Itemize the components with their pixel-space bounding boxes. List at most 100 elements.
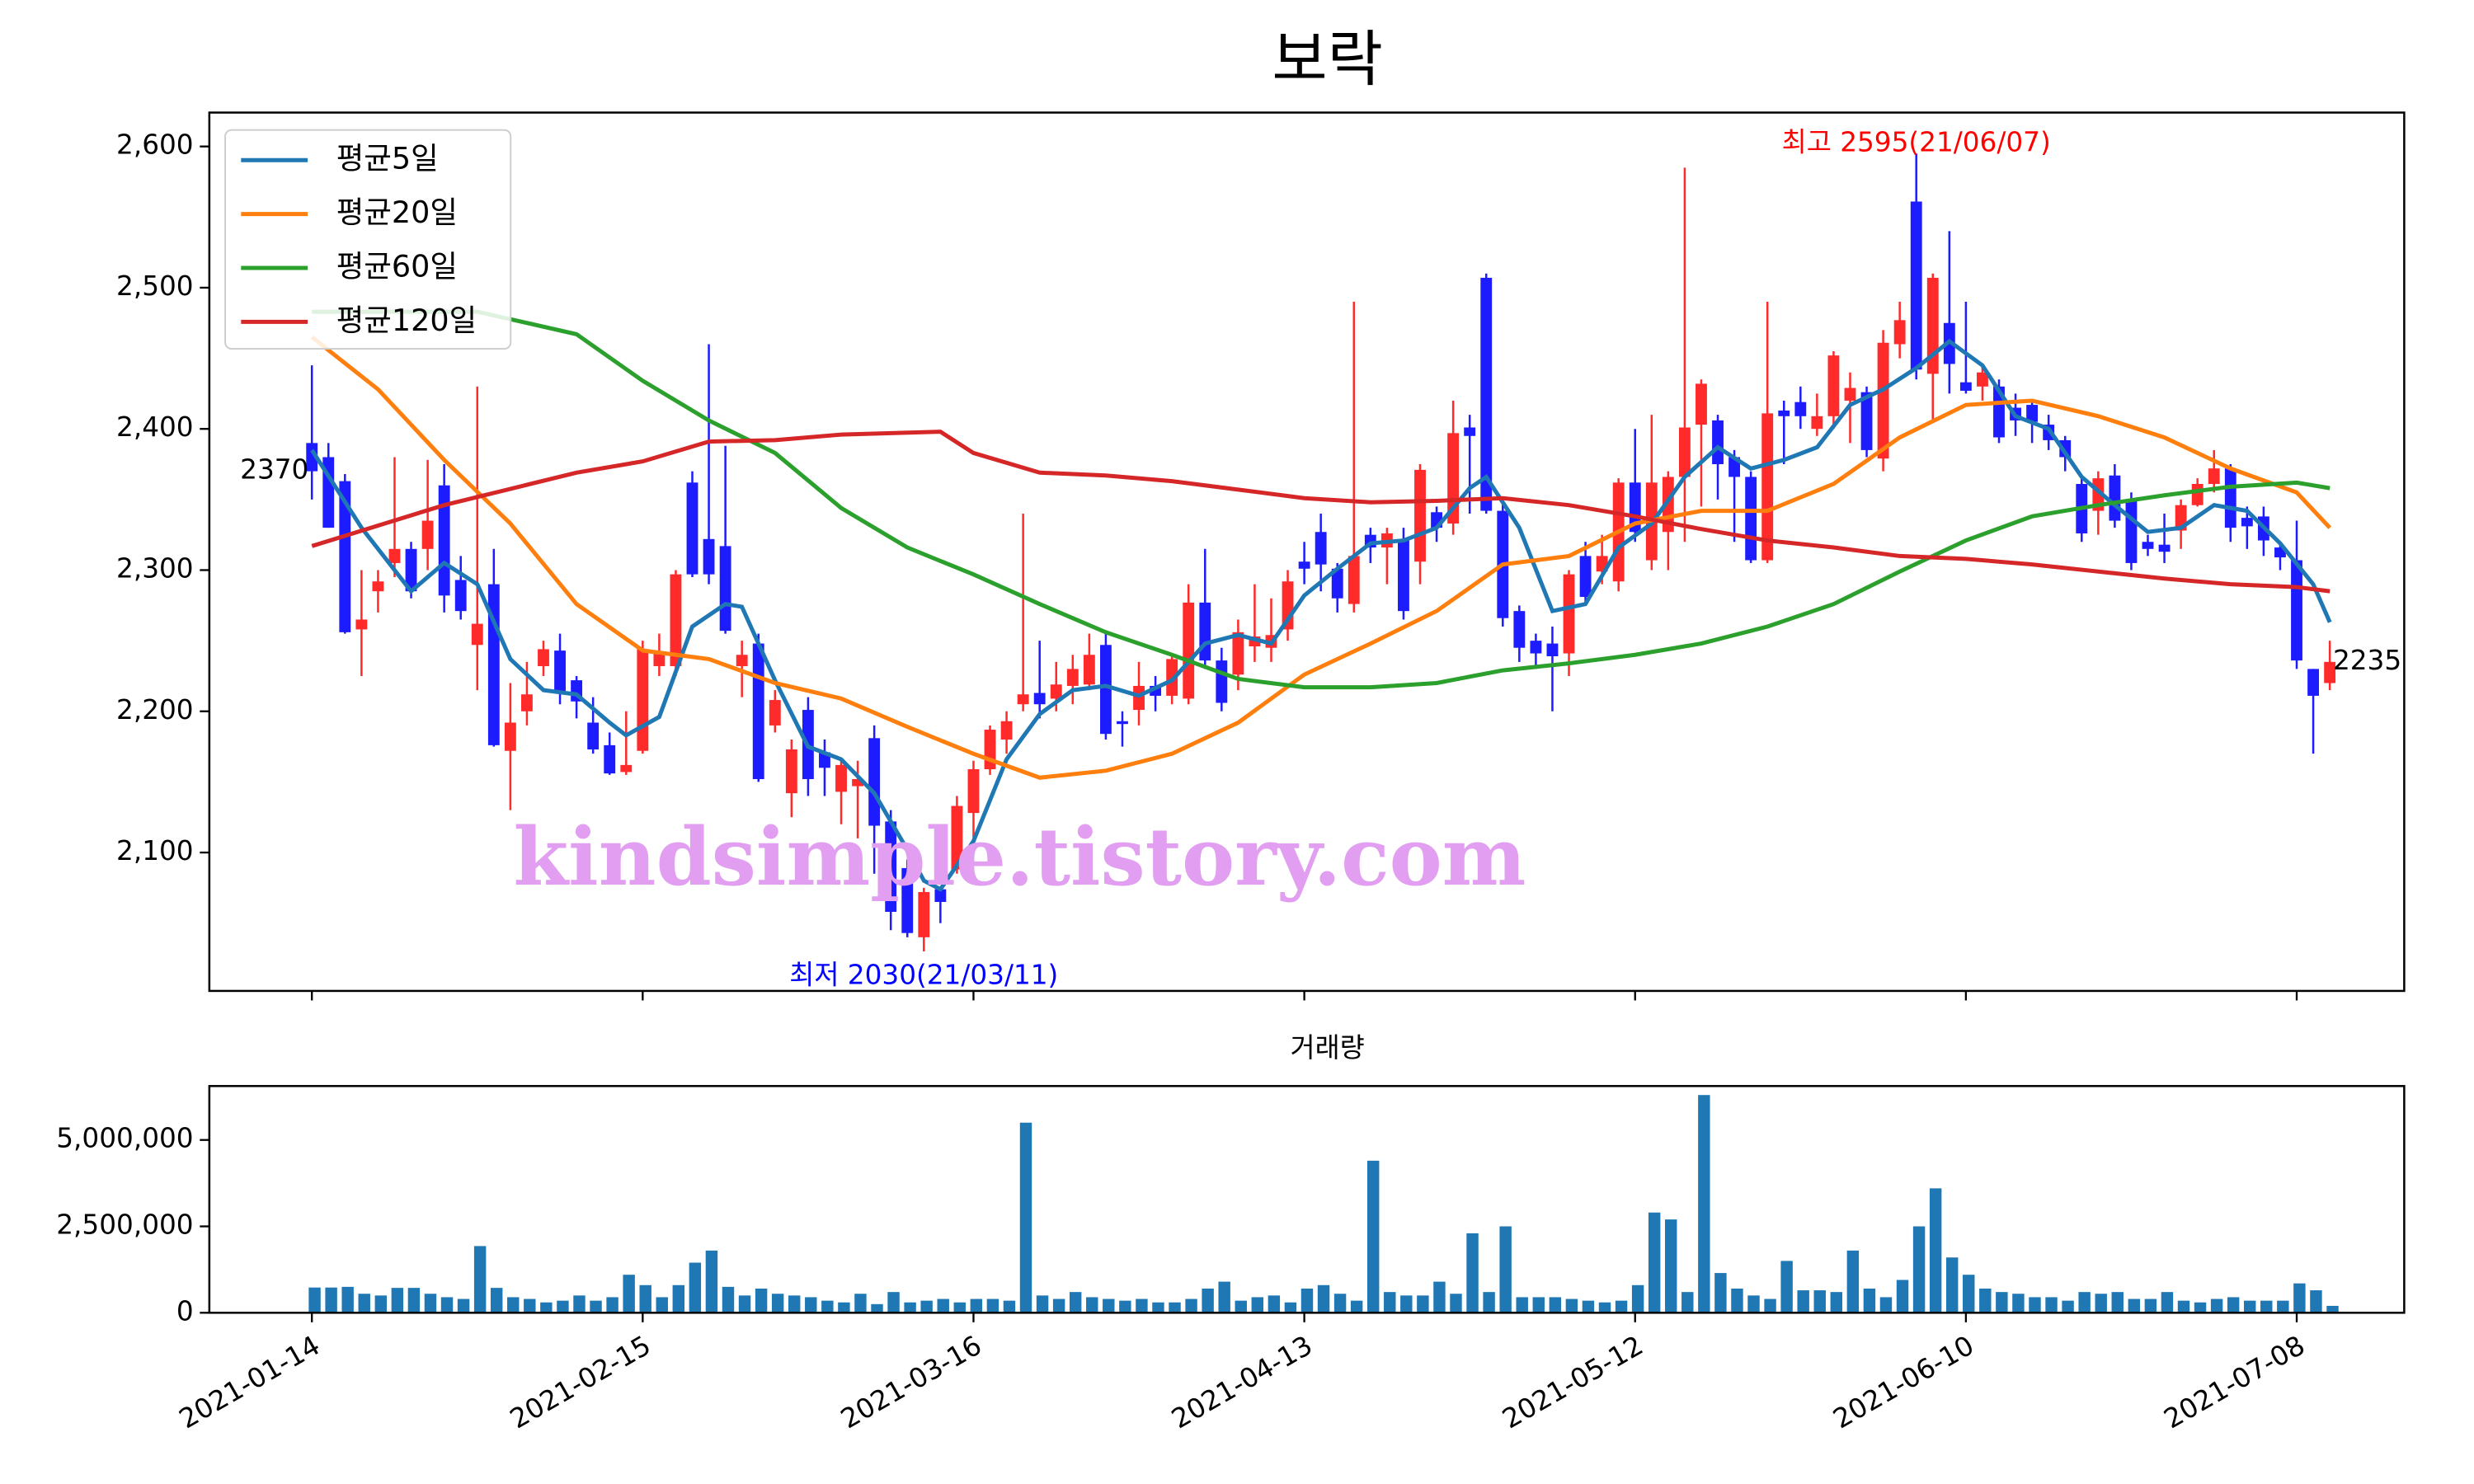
candle-body [736, 655, 748, 666]
volume-title: 거래량 [1291, 1032, 1365, 1064]
y-tick-label: 2,300 [116, 552, 194, 584]
volume-bar [2310, 1290, 2322, 1313]
volume-bar [1300, 1288, 1314, 1313]
volume-bar [953, 1302, 966, 1313]
candle-body [1199, 602, 1211, 661]
last-close-label: 2235 [2333, 645, 2401, 676]
candle-body [686, 482, 698, 575]
y-tick-label: 2,500,000 [56, 1209, 193, 1241]
candle-body [504, 722, 516, 751]
candle-body [372, 581, 384, 592]
candle-body [1959, 382, 1972, 391]
x-tick-label: 2021-04-13 [1166, 1330, 1318, 1435]
volume-bar [689, 1262, 702, 1313]
volume-bar [1945, 1257, 1959, 1313]
volume-bar [1400, 1295, 1413, 1313]
candle-body [1563, 574, 1575, 654]
volume-bar [490, 1288, 503, 1313]
candle-body [1910, 201, 1922, 370]
candle-body [2125, 499, 2138, 563]
volume-bar [1036, 1295, 1049, 1313]
y-tick-label: 2,400 [116, 411, 194, 443]
volume-bar [606, 1297, 618, 1313]
volume-bar [341, 1286, 354, 1313]
volume-bar [2210, 1298, 2223, 1313]
candle-body [1083, 655, 1095, 685]
candle-body [2274, 547, 2286, 558]
candle-body [1513, 611, 1526, 648]
volume-bar [1235, 1300, 1247, 1313]
volume-bar [1863, 1288, 1876, 1313]
volume-bar [1268, 1295, 1281, 1313]
volume-bar [970, 1298, 983, 1313]
volume-bar [1615, 1300, 1628, 1313]
volume-bar [1979, 1288, 1992, 1313]
x-tick-label: 2021-07-08 [2159, 1330, 2311, 1435]
volume-bar [1830, 1292, 1843, 1313]
volume-bar [1019, 1122, 1032, 1313]
volume-bar [2227, 1297, 2240, 1313]
volume-bar [1665, 1219, 1677, 1313]
volume-bar [1764, 1298, 1776, 1313]
volume-bar [2177, 1300, 2190, 1313]
candle-body [2208, 468, 2220, 485]
watermark: kindsimple.tistory.com [514, 810, 1526, 904]
volume-bar [1879, 1297, 1893, 1313]
candle-body [852, 778, 863, 787]
volume-bar [1731, 1288, 1743, 1313]
plot-frame [208, 111, 2406, 993]
volume-bar [887, 1292, 900, 1313]
candle-body [1811, 416, 1823, 430]
candle-body [339, 481, 351, 632]
volume-bar [1069, 1292, 1082, 1313]
moving-average-line [312, 309, 2331, 690]
volume-bar [2243, 1300, 2256, 1313]
legend-label: 평균5일 [336, 141, 439, 176]
volume-bar [821, 1300, 834, 1313]
moving-average-line [310, 335, 2332, 780]
candle-body [1977, 372, 1988, 387]
volume-bar [2144, 1298, 2157, 1313]
y-tick-label: 2,500 [116, 270, 194, 302]
volume-bar [1532, 1297, 1545, 1313]
candle-body [620, 764, 633, 773]
candle-body [1629, 482, 1641, 533]
volume-bar [590, 1300, 602, 1313]
volume-bar [755, 1288, 768, 1313]
volume-bar [1996, 1292, 2008, 1313]
volume-bar [904, 1302, 916, 1313]
candle-body [2307, 669, 2319, 696]
candle-body [1712, 420, 1724, 465]
candle-body [2158, 544, 2171, 552]
volume-bar [325, 1287, 337, 1313]
candle-body [1298, 561, 1310, 569]
volume-bar [1516, 1297, 1528, 1313]
volume-bar [1251, 1297, 1264, 1313]
volume-bar [2194, 1302, 2207, 1313]
volume-bar [871, 1303, 883, 1313]
candle-body [719, 546, 731, 632]
candle-body [934, 889, 947, 903]
candle-body [604, 744, 616, 774]
candle-body [785, 749, 797, 794]
candle-body [471, 623, 483, 646]
volume-bar [920, 1300, 933, 1313]
candle-body [2241, 518, 2253, 527]
volume-bar [1136, 1298, 1148, 1313]
volume-bar [2293, 1283, 2306, 1313]
volume-bar [1086, 1297, 1098, 1313]
volume-bar [2078, 1292, 2091, 1313]
candle-body [554, 650, 566, 692]
candle-body [1398, 540, 1409, 612]
volume-bar [854, 1294, 867, 1313]
volume-bar [407, 1288, 421, 1313]
volume-bar [473, 1246, 487, 1313]
legend-label: 평균60일 [336, 249, 458, 284]
candle-body [1414, 469, 1426, 562]
candle-body [769, 700, 781, 726]
candle-body [2059, 439, 2072, 458]
volume-bar [1333, 1294, 1347, 1313]
volume-bar [639, 1284, 651, 1313]
candle-body [1315, 532, 1327, 565]
